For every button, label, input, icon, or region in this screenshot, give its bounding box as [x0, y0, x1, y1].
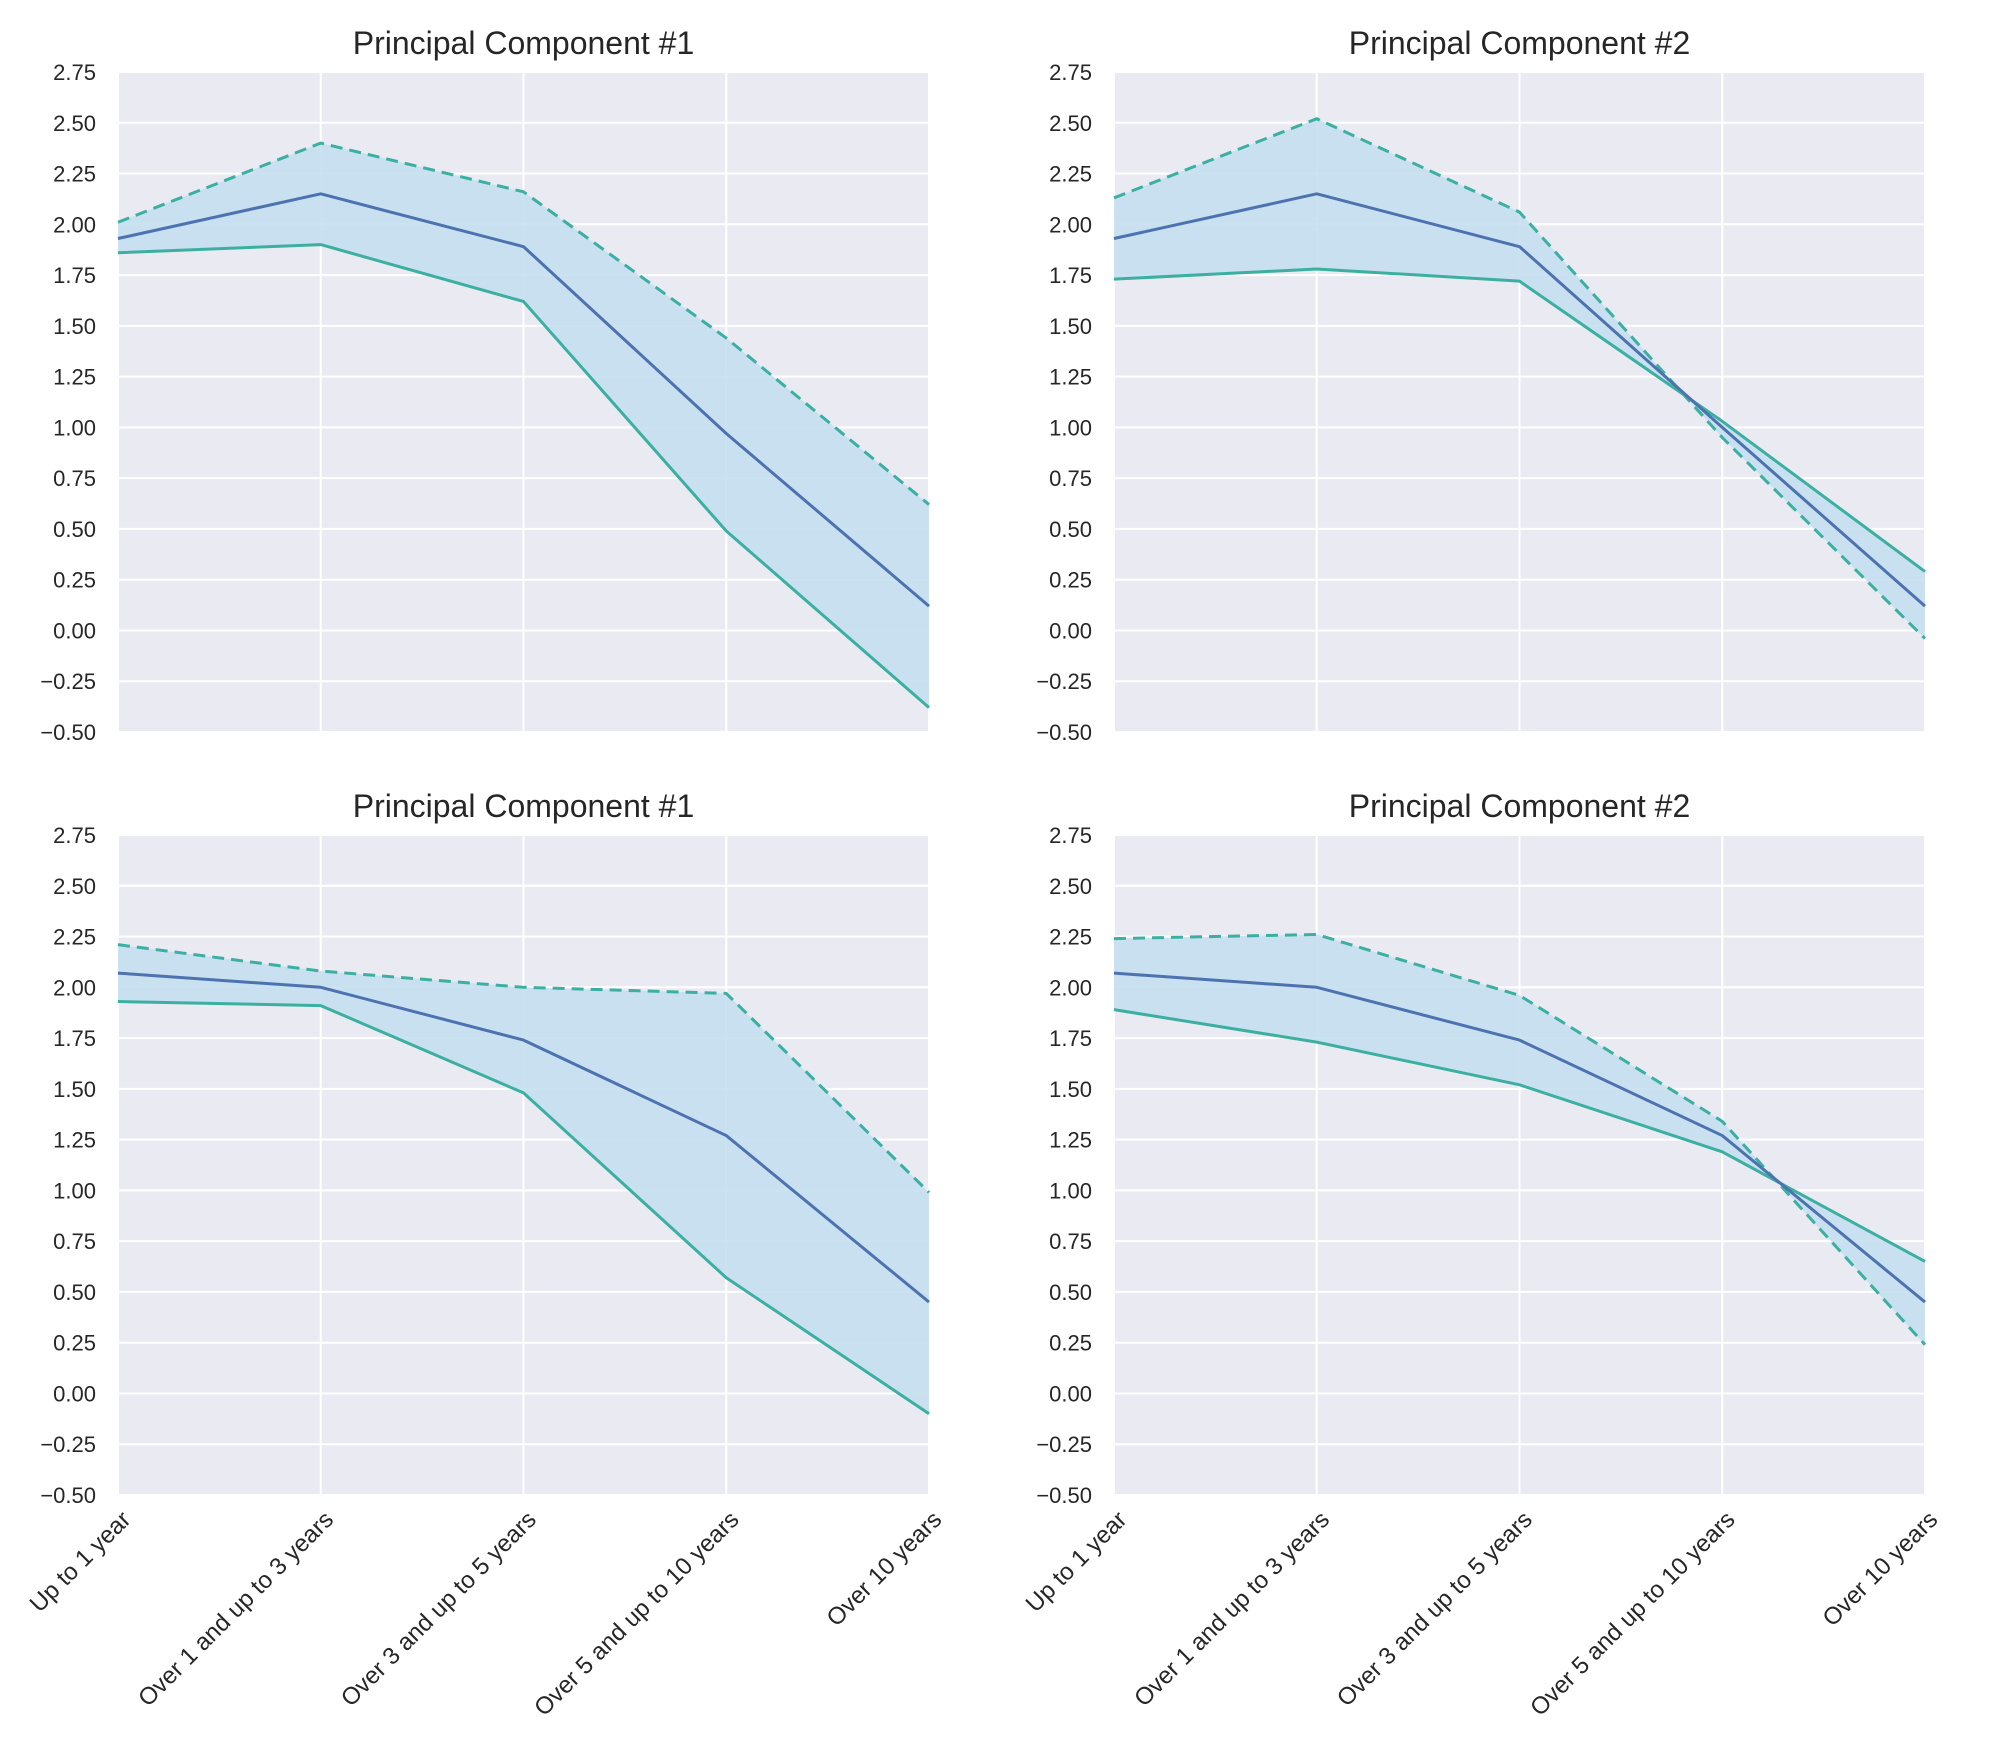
y-tick-label: 1.25	[1049, 365, 1092, 390]
series-line-upper	[117, 943, 931, 1194]
series-line-center	[117, 971, 930, 1304]
panel-title: Principal Component #2	[1349, 25, 1691, 61]
y-tick-label: 2.75	[1049, 823, 1092, 848]
series-line-center	[1113, 971, 1926, 1304]
y-tick-label: 1.25	[53, 365, 96, 390]
y-tick-label: 2.00	[53, 212, 96, 237]
y-tick-label: 1.75	[53, 263, 96, 288]
y-tick-label: −0.25	[1036, 669, 1092, 694]
series-line-lower	[117, 243, 930, 709]
y-tick-label: 0.50	[53, 517, 96, 542]
chart-panel-2: 2.75 2.50 2.25 2.00 1.75 1.50 1.25 1.00 0.75 0.50…	[1036, 25, 1927, 745]
panel-title: Principal Component #2	[1349, 788, 1691, 824]
y-tick-label: 0.75	[1049, 1229, 1092, 1254]
y-tick-label: 0.75	[53, 466, 96, 491]
y-tick-label: 1.00	[53, 415, 96, 440]
y-tick-label: 1.50	[1049, 314, 1092, 339]
y-tick-label: 2.25	[53, 162, 96, 187]
y-tick-label: 0.00	[1049, 1381, 1092, 1406]
y-tick-label: −0.25	[40, 1432, 96, 1457]
y-tick-label: 2.75	[53, 823, 96, 848]
confidence-band	[118, 143, 929, 708]
y-tick-label: −0.50	[40, 720, 96, 745]
y-tick-label: −0.25	[1036, 1432, 1092, 1457]
chart-panel-1: 2.75 2.50 2.25 2.00 1.75 1.50 1.25 1.00 0.75 0.50…	[40, 25, 930, 745]
y-tick-label: 0.00	[53, 618, 96, 643]
series-line-center	[1113, 192, 1926, 608]
panel-title: Principal Component #1	[353, 788, 695, 824]
y-tick-label: 0.50	[53, 1280, 96, 1305]
y-tick-label: 0.50	[1049, 517, 1092, 542]
y-tick-label: −0.25	[40, 669, 96, 694]
y-tick-label: 0.00	[1049, 618, 1092, 643]
series-line-upper	[1113, 117, 1927, 640]
y-tick-label: 2.00	[1049, 212, 1092, 237]
y-tick-label: 1.75	[53, 1026, 96, 1051]
y-tick-label: 0.75	[53, 1229, 96, 1254]
y-tick-label: 0.00	[53, 1381, 96, 1406]
y-tick-label: 2.25	[53, 925, 96, 950]
y-tick-label: 0.25	[1049, 1331, 1092, 1356]
y-tick-label: 2.50	[1049, 111, 1092, 136]
y-tick-label: 2.75	[53, 60, 96, 85]
series-line-center	[117, 192, 930, 608]
y-tick-label: 1.00	[1049, 1178, 1092, 1203]
y-tick-label: 0.25	[53, 1331, 96, 1356]
y-tick-label: 1.75	[1049, 1026, 1092, 1051]
y-tick-label: 0.75	[1049, 466, 1092, 491]
y-tick-label: −0.50	[1036, 720, 1092, 745]
y-tick-label: 1.00	[53, 1178, 96, 1203]
series-line-lower	[1113, 267, 1926, 573]
y-tick-label: 2.25	[1049, 925, 1092, 950]
confidence-band	[118, 944, 929, 1414]
y-tick-label: 1.50	[53, 314, 96, 339]
y-tick-label: 2.00	[53, 975, 96, 1000]
y-tick-label: 0.50	[1049, 1280, 1092, 1305]
y-tick-label: 1.25	[53, 1128, 96, 1153]
y-tick-label: 1.75	[1049, 263, 1092, 288]
confidence-band	[1114, 118, 1925, 639]
y-tick-label: 1.25	[1049, 1128, 1092, 1153]
y-tick-label: 0.25	[1049, 568, 1092, 593]
y-tick-label: 2.00	[1049, 975, 1092, 1000]
y-tick-label: −0.50	[40, 1483, 96, 1508]
y-tick-label: −0.50	[1036, 1483, 1092, 1508]
series-line-upper	[1113, 933, 1927, 1346]
series-line-lower	[1113, 1008, 1926, 1263]
confidence-band	[1114, 934, 1925, 1345]
y-tick-label: 2.25	[1049, 162, 1092, 187]
series-line-lower	[117, 1000, 930, 1416]
panel-title: Principal Component #1	[353, 25, 695, 61]
y-tick-label: 2.50	[53, 111, 96, 136]
series-line-upper	[117, 141, 930, 506]
y-tick-label: 1.50	[1049, 1077, 1092, 1102]
y-tick-label: 2.50	[53, 874, 96, 899]
y-tick-label: 1.50	[53, 1077, 96, 1102]
y-tick-label: 1.00	[1049, 415, 1092, 440]
y-tick-label: 2.50	[1049, 874, 1092, 899]
y-tick-label: 2.75	[1049, 60, 1092, 85]
y-tick-label: 0.25	[53, 568, 96, 593]
